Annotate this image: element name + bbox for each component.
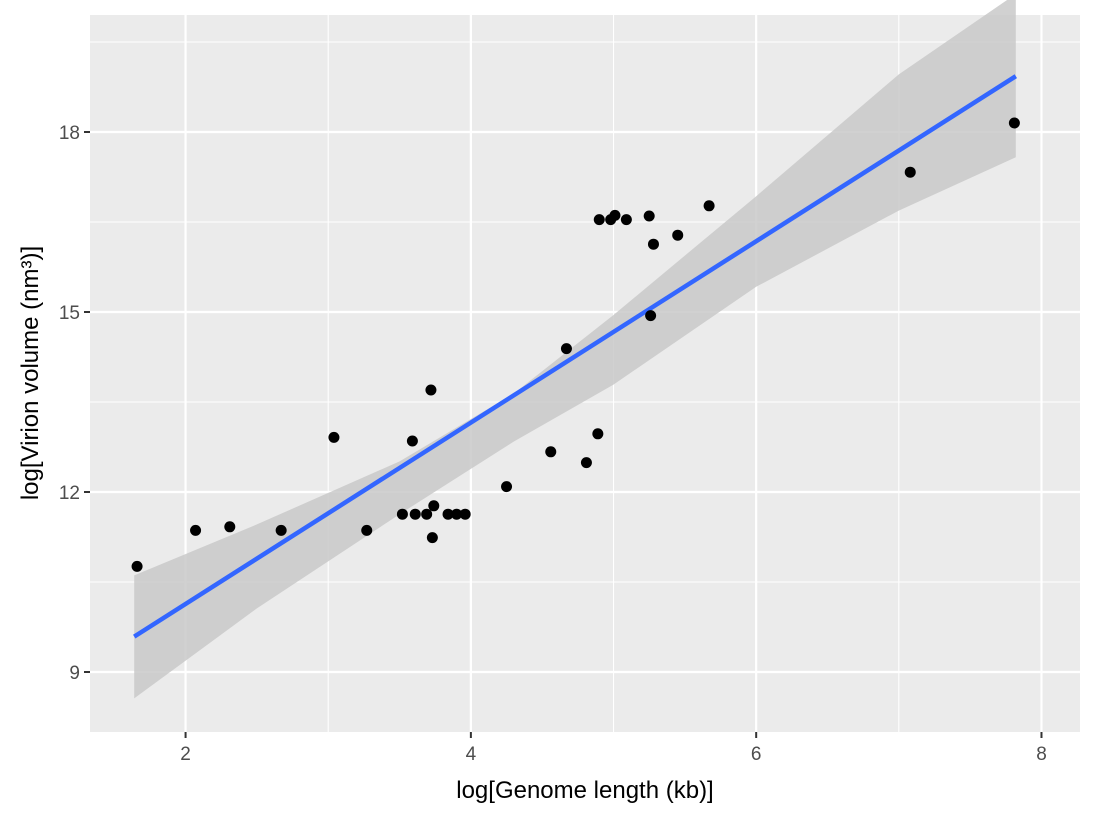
confidence-band <box>134 0 1016 699</box>
y-axis-title: log[Virion volume (nm³)] <box>17 246 44 500</box>
major-gridlines <box>90 15 1080 732</box>
data-point <box>406 435 418 447</box>
data-point <box>501 481 513 493</box>
data-points <box>131 117 1020 572</box>
data-point <box>592 428 604 440</box>
data-point <box>593 214 605 226</box>
data-point <box>131 560 143 572</box>
y-tick-label: 12 <box>59 483 80 504</box>
x-tick-label: 2 <box>180 744 191 765</box>
data-point <box>904 166 916 178</box>
data-point <box>545 446 557 458</box>
data-point <box>643 210 655 222</box>
x-tick-label: 4 <box>466 744 477 765</box>
data-point <box>459 508 471 520</box>
data-point <box>580 457 592 469</box>
data-point <box>647 238 659 250</box>
x-tick-label: 6 <box>751 744 762 765</box>
data-point <box>409 508 421 520</box>
data-point <box>672 229 684 241</box>
data-point <box>620 214 632 226</box>
data-point <box>1008 117 1020 129</box>
y-tick-label: 9 <box>69 663 80 684</box>
x-axis-title: log[Genome length (kb)] <box>456 777 713 804</box>
data-point <box>421 508 433 520</box>
data-point <box>703 200 715 212</box>
y-axis: 9 12 15 18 <box>59 123 90 684</box>
data-point <box>224 521 236 533</box>
data-point <box>451 508 463 520</box>
data-point <box>190 524 202 536</box>
data-point <box>560 343 572 355</box>
data-point <box>442 508 454 520</box>
fit-line-layer <box>133 74 1018 639</box>
confidence-band-layer <box>134 0 1016 699</box>
data-point <box>426 532 438 544</box>
x-tick-label: 8 <box>1036 744 1047 765</box>
data-point <box>396 508 408 520</box>
data-point <box>275 524 287 536</box>
data-point <box>609 209 621 221</box>
data-point <box>361 524 373 536</box>
data-point <box>425 384 437 396</box>
y-tick-label: 15 <box>59 303 80 324</box>
data-point <box>645 310 657 322</box>
regression-line <box>133 74 1018 639</box>
data-point <box>428 500 440 512</box>
x-axis: 2 4 6 8 <box>180 732 1047 765</box>
data-point <box>328 431 340 443</box>
y-tick-label: 18 <box>59 123 80 144</box>
